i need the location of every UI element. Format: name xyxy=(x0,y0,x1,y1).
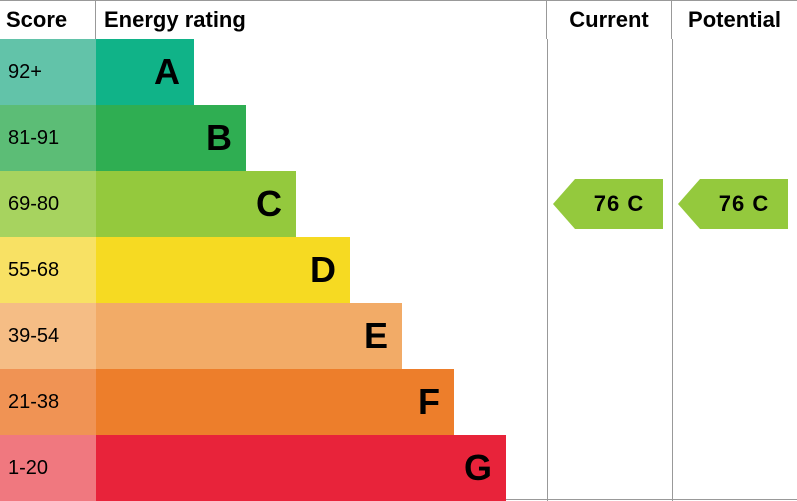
band-score-b: 81-91 xyxy=(0,105,96,171)
band-bar-f: F xyxy=(96,369,454,435)
current-pointer-label: 76 C xyxy=(575,179,663,229)
band-score-f: 21-38 xyxy=(0,369,96,435)
header-current: Current xyxy=(547,1,672,39)
band-bar-b: B xyxy=(96,105,246,171)
band-bar-e: E xyxy=(96,303,402,369)
band-row-b: 81-91B xyxy=(0,105,797,171)
band-score-e: 39-54 xyxy=(0,303,96,369)
band-row-e: 39-54E xyxy=(0,303,797,369)
header-potential: Potential xyxy=(672,1,797,39)
band-score-g: 1-20 xyxy=(0,435,96,501)
current-pointer-arrow-icon xyxy=(553,179,575,229)
header-rating: Energy rating xyxy=(96,1,547,39)
band-score-c: 69-80 xyxy=(0,171,96,237)
header-row: Score Energy rating Current Potential xyxy=(0,1,797,39)
band-bar-g: G xyxy=(96,435,506,501)
band-score-d: 55-68 xyxy=(0,237,96,303)
band-row-f: 21-38F xyxy=(0,369,797,435)
header-score: Score xyxy=(0,1,96,39)
band-row-g: 1-20G xyxy=(0,435,797,501)
current-pointer: 76 C xyxy=(553,179,663,229)
band-score-a: 92+ xyxy=(0,39,96,105)
potential-pointer-label: 76 C xyxy=(700,179,788,229)
band-bar-d: D xyxy=(96,237,350,303)
band-bar-c: C xyxy=(96,171,296,237)
epc-chart: Score Energy rating Current Potential 92… xyxy=(0,0,797,500)
band-bar-a: A xyxy=(96,39,194,105)
bands-area: 92+A81-91B69-80C55-68D39-54E21-38F1-20G 7… xyxy=(0,39,797,501)
potential-pointer: 76 C xyxy=(678,179,788,229)
band-row-d: 55-68D xyxy=(0,237,797,303)
potential-pointer-arrow-icon xyxy=(678,179,700,229)
band-row-a: 92+A xyxy=(0,39,797,105)
